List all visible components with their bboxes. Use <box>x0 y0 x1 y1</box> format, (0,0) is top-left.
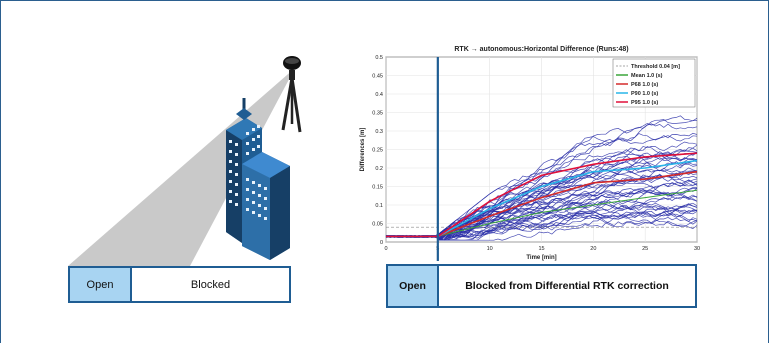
open-segment: Open <box>388 266 439 306</box>
right-timeline-bar: Open Blocked from Differential RTK corre… <box>386 264 697 308</box>
rtk-difference-chart: 00.050.10.150.20.250.30.350.40.450.50510… <box>355 36 710 266</box>
x-tick-label: 0 <box>384 246 387 252</box>
y-tick-label: 0.25 <box>372 148 383 154</box>
legend-label: Threshold 0.04 [m] <box>631 64 680 70</box>
y-tick-label: 0.05 <box>372 222 383 228</box>
y-tick-label: 0.2 <box>375 166 383 172</box>
x-tick-label: 20 <box>590 246 596 252</box>
gnss-antenna-icon <box>281 56 302 133</box>
x-axis-label: Time [min] <box>526 255 556 261</box>
x-tick-label: 10 <box>487 246 493 252</box>
x-tick-label: 15 <box>538 246 544 252</box>
legend-box <box>612 58 696 108</box>
y-axis-label: Differences [m] <box>360 128 366 172</box>
x-tick-label: 25 <box>642 246 648 252</box>
blocked-segment: Blocked <box>132 268 289 301</box>
y-tick-label: 0.3 <box>375 129 383 135</box>
skyscraper-icon <box>226 98 290 260</box>
urban-canyon-illustration <box>68 56 302 266</box>
legend-label: P95 1.0 (s) <box>631 100 658 106</box>
y-tick-label: 0.4 <box>375 92 383 98</box>
blocked-from-rtk-segment: Blocked from Differential RTK correction <box>439 266 695 306</box>
y-tick-label: 0.45 <box>372 74 383 80</box>
x-tick-label: 30 <box>694 246 700 252</box>
sky-visibility-cone <box>68 68 295 266</box>
y-tick-label: 0.1 <box>375 203 383 209</box>
legend-label: P90 1.0 (s) <box>631 91 658 97</box>
y-tick-label: 0.15 <box>372 185 383 191</box>
left-timeline-bar: Open Blocked <box>68 266 291 303</box>
y-tick-label: 0.35 <box>372 111 383 117</box>
legend-label: P68 1.0 (s) <box>631 82 658 88</box>
y-tick-label: 0 <box>380 240 383 246</box>
chart-title: RTK → autonomous:Horizontal Difference (… <box>454 46 628 53</box>
legend-label: Mean 1.0 (s) <box>631 73 663 79</box>
open-segment: Open <box>70 268 132 301</box>
y-tick-label: 0.5 <box>375 55 383 61</box>
